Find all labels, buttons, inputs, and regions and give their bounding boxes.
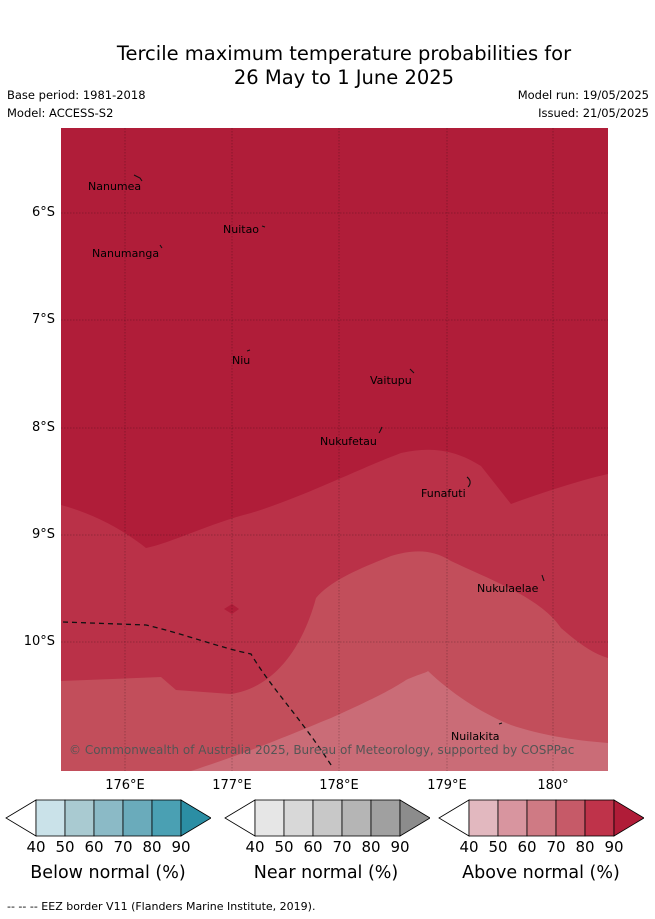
lon-label-176e: 176°E <box>105 778 145 793</box>
tick-label: 70 <box>546 838 566 856</box>
colorbar-near-title: Near normal (%) <box>253 863 399 883</box>
colorbar-segment <box>93 799 124 837</box>
label-nuitao: Nuitao <box>223 223 260 236</box>
island-outlines <box>133 174 545 725</box>
tick-label: 80 <box>575 838 595 856</box>
model-run-date: Model run: 19/05/2025 <box>517 88 649 102</box>
zone-above-60 <box>191 671 608 771</box>
tick-label: 70 <box>332 838 352 856</box>
label-nanumea: Nanumea <box>88 180 142 193</box>
label-vaitupu: Vaitupu <box>370 374 412 387</box>
island-nuilakita <box>498 722 503 725</box>
label-niu: Niu <box>232 354 251 367</box>
colorbar-segment <box>283 799 314 837</box>
tick-label: 40 <box>245 838 265 856</box>
island-nukufetau <box>378 426 383 434</box>
tick-label: 40 <box>26 838 46 856</box>
colorbar-segment <box>370 799 401 837</box>
colorbar-segment <box>584 799 615 837</box>
eez-footnote: -- -- -- EEZ border V11 (Flanders Marine… <box>7 900 316 913</box>
tick-label: 50 <box>55 838 75 856</box>
probability-map: Nanumea Nuitao Nanumanga Niu Vaitupu Nuk… <box>61 128 608 771</box>
lat-label-9s: 9°S <box>31 527 55 542</box>
tick-label: 50 <box>488 838 508 856</box>
lat-label-8s: 8°S <box>31 420 55 435</box>
tick-label: 60 <box>303 838 323 856</box>
colorbar-segment <box>35 799 66 837</box>
island-nanumanga <box>159 244 163 249</box>
colorbar-extend-high <box>613 799 645 837</box>
map-canvas <box>61 128 608 771</box>
island-nanumea <box>133 174 143 182</box>
colorbar-extend-high <box>399 799 431 837</box>
colorbar-below-normal <box>5 799 212 841</box>
tick-label: 50 <box>274 838 294 856</box>
tick-label: 70 <box>113 838 133 856</box>
colorbar-segment <box>64 799 95 837</box>
lat-label-10s: 10°S <box>23 634 55 649</box>
colorbar-segment <box>341 799 372 837</box>
lon-label-178e: 178°E <box>319 778 359 793</box>
lat-label-6s: 6°S <box>31 205 55 220</box>
colorbar-segment <box>497 799 528 837</box>
colorbar-near-normal <box>224 799 431 841</box>
lon-label-180: 180° <box>537 778 569 793</box>
colorbar-segment <box>122 799 153 837</box>
label-nuilakita: Nuilakita <box>451 730 500 743</box>
model-name: Model: ACCESS-S2 <box>7 106 114 120</box>
tick-label: 90 <box>604 838 624 856</box>
colorbar-extend-low <box>224 799 256 837</box>
colorbar-segment <box>254 799 285 837</box>
lon-label-177e: 177°E <box>212 778 252 793</box>
graticule <box>61 128 608 771</box>
label-nukulaelae: Nukulaelae <box>477 582 539 595</box>
colorbar-above-title: Above normal (%) <box>462 863 620 883</box>
title-line-1: Tercile maximum temperature probabilitie… <box>116 42 572 65</box>
colorbar-above-normal <box>438 799 645 841</box>
colorbar-extend-high <box>180 799 212 837</box>
map-title: Tercile maximum temperature probabilitie… <box>0 42 655 90</box>
tick-label: 90 <box>390 838 410 856</box>
lon-label-179e: 179°E <box>427 778 467 793</box>
colorbar-segment <box>526 799 557 837</box>
small-above-90-patch <box>224 604 239 614</box>
tick-label: 40 <box>459 838 479 856</box>
tick-label: 80 <box>361 838 381 856</box>
island-niu <box>246 349 251 352</box>
colorbar-segment <box>151 799 182 837</box>
label-nanumanga: Nanumanga <box>92 247 160 260</box>
tick-label: 80 <box>142 838 162 856</box>
label-nukufetau: Nukufetau <box>320 435 377 448</box>
island-vaitupu <box>409 368 415 374</box>
colorbar-segment <box>312 799 343 837</box>
tick-label: 60 <box>84 838 104 856</box>
colorbar-segment <box>468 799 499 837</box>
island-nukulaelae <box>541 574 545 582</box>
title-line-2: 26 May to 1 June 2025 <box>233 66 455 89</box>
island-nuitao <box>261 225 266 228</box>
base-period: Base period: 1981-2018 <box>7 88 146 102</box>
colorbar-extend-low <box>5 799 37 837</box>
tick-label: 90 <box>171 838 191 856</box>
island-funafuti <box>466 476 471 488</box>
lat-label-7s: 7°S <box>31 312 55 327</box>
eez-border <box>62 621 334 769</box>
colorbar-segment <box>555 799 586 837</box>
colorbar-below-title: Below normal (%) <box>30 863 186 883</box>
colorbar-extend-low <box>438 799 470 837</box>
issued-date: Issued: 21/05/2025 <box>538 106 649 120</box>
label-funafuti: Funafuti <box>421 487 466 500</box>
tick-label: 60 <box>517 838 537 856</box>
copyright-notice: © Commonwealth of Australia 2025, Bureau… <box>69 743 575 757</box>
